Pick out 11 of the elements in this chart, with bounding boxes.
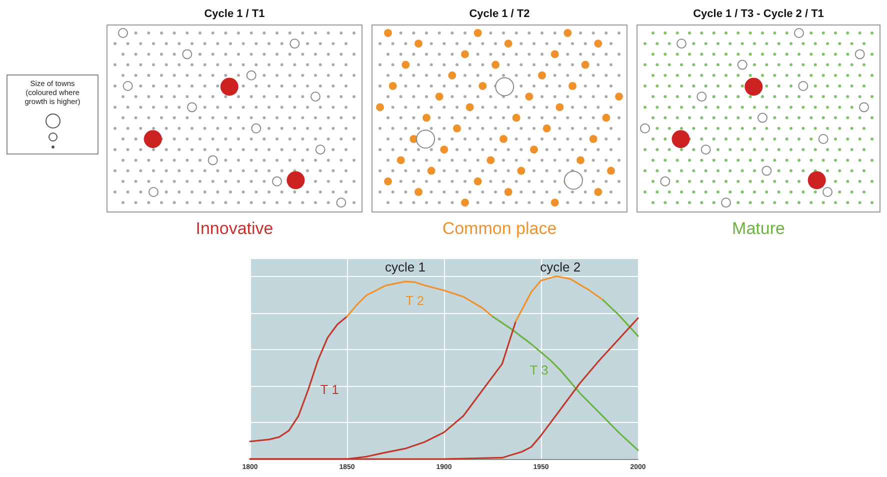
series-label: T 2 [406, 293, 424, 308]
text: Mature [732, 219, 785, 238]
text: Innovative [196, 219, 274, 238]
series-label: T 1 [320, 382, 339, 398]
text: cycle 1 [384, 260, 426, 274]
text: Cycle 1 / T2 [469, 8, 530, 20]
text: Common place [442, 219, 557, 238]
series-label: T 3 [530, 362, 548, 378]
text: cycle 2 [540, 260, 581, 274]
text: Cycle 1 / T1 [204, 8, 265, 20]
text: Cycle 1 / T3 - Cycle 2 / T1 [693, 8, 824, 20]
